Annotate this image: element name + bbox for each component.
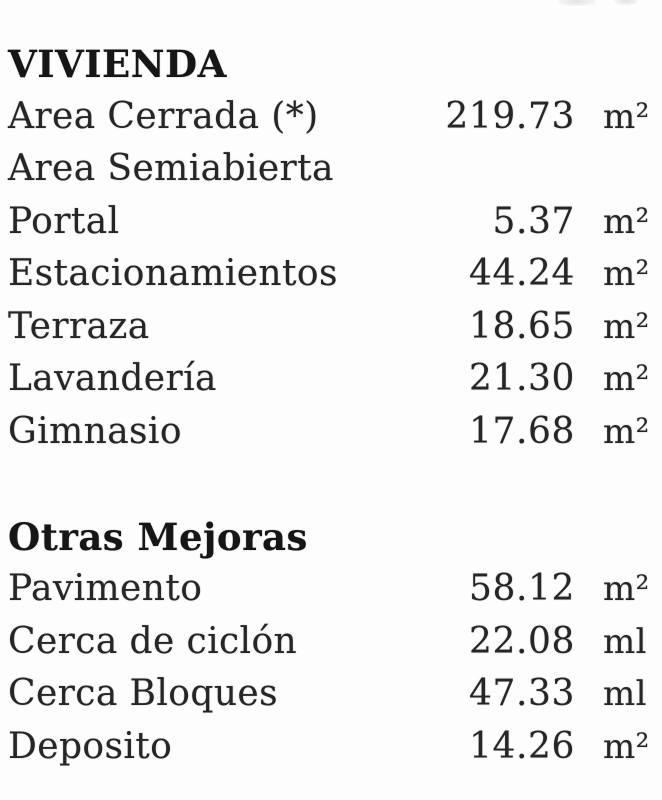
table-row: Cerca Bloques 47.33 ml bbox=[8, 668, 662, 721]
table-row: Gimnasio 17.68 m² bbox=[8, 406, 662, 459]
table-row: Cerca de ciclón 22.08 ml bbox=[8, 616, 662, 669]
scan-artifact bbox=[558, 0, 596, 6]
row-label: Estacionamientos bbox=[8, 253, 338, 294]
row-unit: m² bbox=[603, 201, 650, 242]
row-unit: m² bbox=[603, 411, 650, 452]
table-row: Terraza 18.65 m² bbox=[8, 301, 662, 354]
row-unit: ml bbox=[603, 674, 647, 714]
table-row: Portal 5.37 m² bbox=[8, 196, 662, 249]
row-value: 14.26 bbox=[468, 725, 575, 767]
row-label: Deposito bbox=[8, 725, 173, 767]
row-value: 22.08 bbox=[468, 620, 575, 662]
section-otras-mejoras-heading-row: Otras Mejoras bbox=[8, 511, 662, 564]
row-value: 47.33 bbox=[468, 673, 575, 714]
row-label: Area Cerrada (*) bbox=[8, 95, 319, 137]
table-row: Area Cerrada (*) 219.73 m² bbox=[8, 91, 662, 144]
row-value: 58.12 bbox=[468, 568, 575, 609]
row-unit: m² bbox=[603, 726, 650, 767]
section-title-vivienda: VIVIENDA bbox=[8, 42, 227, 86]
row-unit: m² bbox=[603, 254, 650, 294]
row-value: 44.24 bbox=[468, 253, 575, 294]
row-unit: ml bbox=[603, 621, 647, 662]
row-label: Cerca de ciclón bbox=[8, 620, 298, 662]
row-label: Pavimento bbox=[8, 568, 203, 609]
section-vivienda-heading-row: VIVIENDA bbox=[8, 38, 662, 91]
table-row: Deposito 14.26 m² bbox=[8, 721, 662, 774]
row-unit: m² bbox=[603, 359, 650, 399]
scan-artifact bbox=[614, 0, 638, 5]
row-label: Gimnasio bbox=[8, 410, 182, 452]
row-label: Cerca Bloques bbox=[8, 673, 278, 714]
section-gap bbox=[8, 458, 662, 511]
row-value: 18.65 bbox=[468, 305, 575, 347]
row-unit: m² bbox=[603, 306, 650, 347]
table-row: Area Semiabierta bbox=[8, 143, 662, 196]
row-unit: m² bbox=[603, 569, 650, 609]
row-label: Terraza bbox=[8, 305, 150, 347]
row-value: 21.30 bbox=[468, 358, 575, 399]
table-row: Lavandería 21.30 m² bbox=[8, 353, 662, 406]
row-value: 17.68 bbox=[468, 410, 575, 452]
row-value: 219.73 bbox=[445, 95, 575, 137]
row-value: 5.37 bbox=[492, 200, 575, 242]
row-label: Area Semiabierta bbox=[8, 148, 334, 189]
row-label: Lavandería bbox=[8, 358, 217, 399]
measurement-table: VIVIENDA Area Cerrada (*) 219.73 m² Area… bbox=[8, 38, 662, 774]
row-label: Portal bbox=[8, 200, 120, 242]
table-row: Estacionamientos 44.24 m² bbox=[8, 248, 662, 301]
row-unit: m² bbox=[603, 96, 650, 137]
section-title-otras-mejoras: Otras Mejoras bbox=[8, 514, 308, 559]
table-row: Pavimento 58.12 m² bbox=[8, 563, 662, 616]
